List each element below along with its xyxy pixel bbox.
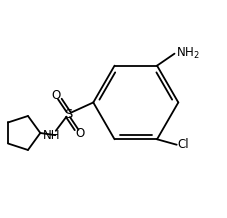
Text: NH: NH: [43, 129, 60, 142]
Text: O: O: [75, 127, 84, 140]
Text: S: S: [64, 108, 72, 121]
Text: Cl: Cl: [177, 138, 188, 151]
Text: O: O: [51, 89, 61, 102]
Text: NH$_2$: NH$_2$: [175, 46, 199, 61]
